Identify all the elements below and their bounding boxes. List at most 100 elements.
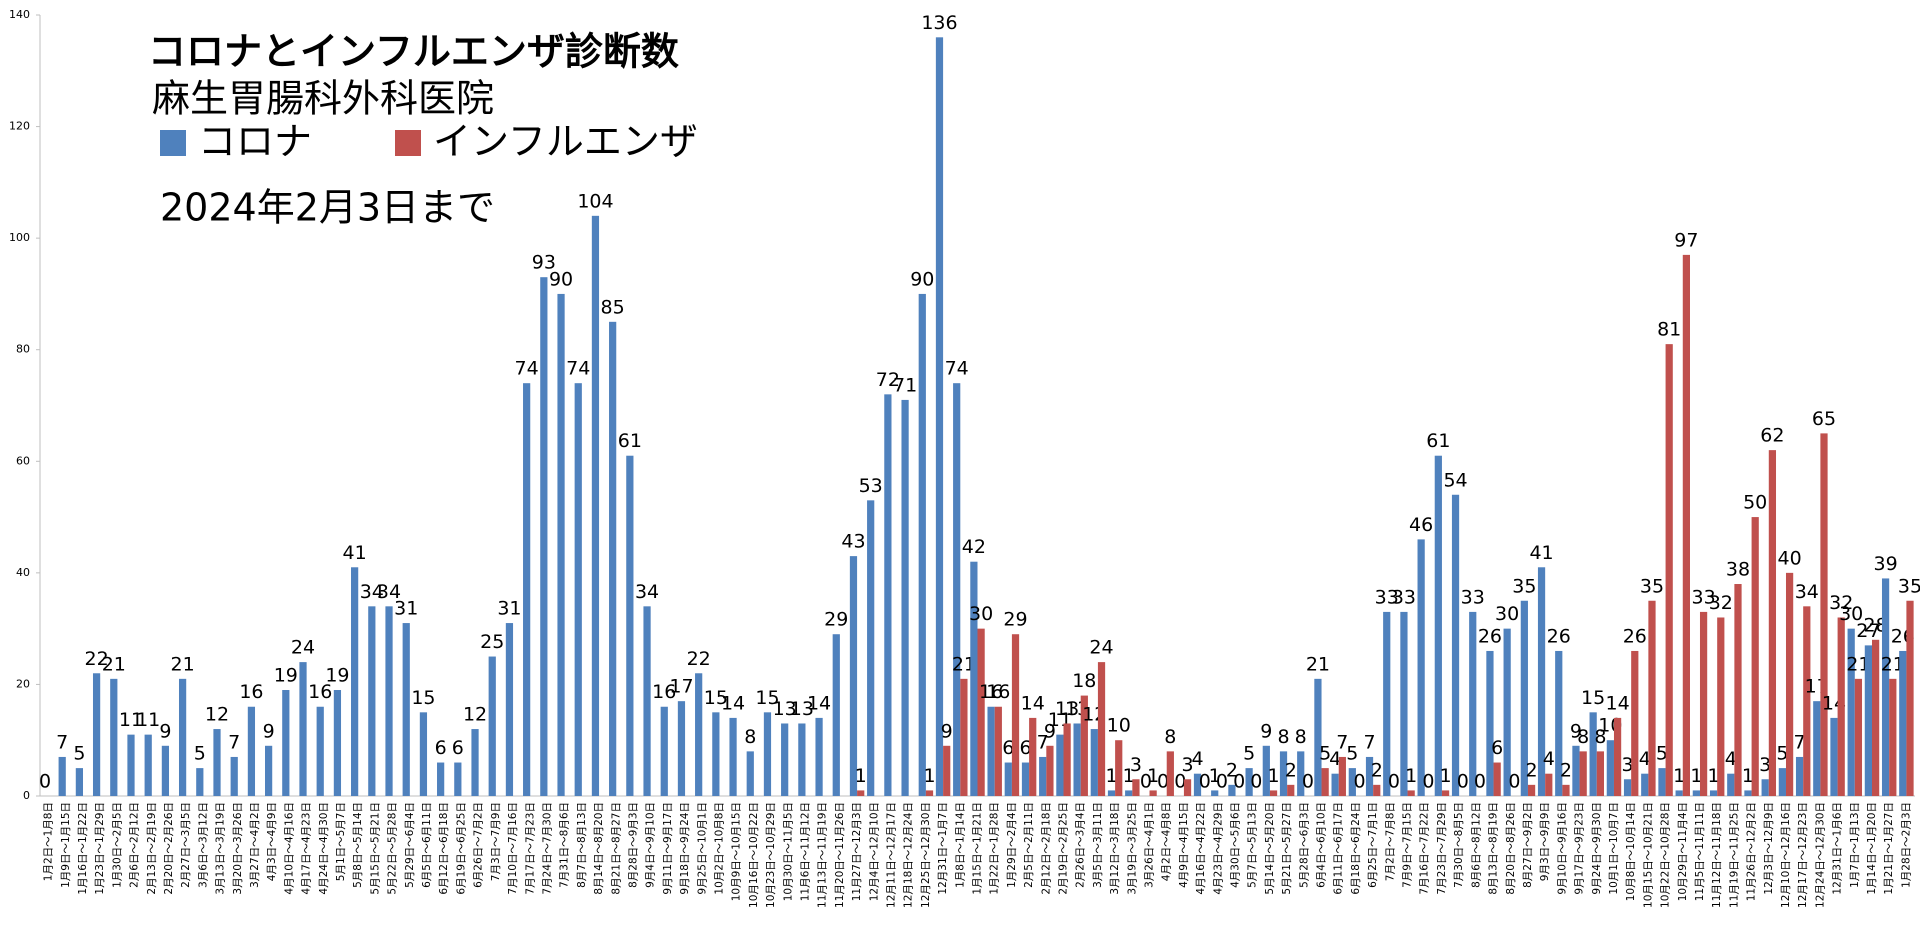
bar [977,628,985,796]
x-tick-label: 1月16日～1月22日 [77,802,89,895]
x-tick-label: 3月20日～3月26日 [232,802,244,895]
x-tick-label: 1月30日～2月5日 [111,802,123,888]
bar [540,277,548,796]
x-tick-label: 1月22日～1月28日 [989,802,1001,895]
value-label: 34 [635,581,659,603]
bar [1589,712,1597,796]
x-tick-label: 10月23日～10月29日 [765,802,777,908]
x-tick-label: 9月10日～9月16日 [1556,802,1568,895]
x-tick-label: 5月22日～5月28日 [387,802,399,895]
x-tick-label: 6月19日～6月25日 [455,802,467,895]
value-label: 14 [721,692,745,714]
value-label: 12 [463,704,487,726]
bar [1469,611,1477,796]
bar [660,706,668,796]
x-tick-label: 11月26日～12月2日 [1746,802,1758,901]
value-label: 4 [1543,748,1555,770]
bar [1545,773,1553,796]
x-tick-label: 12月24日～12月30日 [1814,802,1826,908]
value-label: 9 [263,720,275,742]
x-tick-label: 8月28日～9月3日 [627,802,639,888]
bar [1699,611,1708,796]
x-tick-label: 10月1日～10月7日 [1608,802,1620,895]
bar [943,745,951,796]
x-tick-label: 2月20日～2月26日 [163,802,175,895]
x-tick-label: 8月20日～8月26日 [1505,802,1517,895]
x-tick-label: 4月3日～4月9日 [266,802,278,881]
bar [609,321,617,796]
bar [75,768,84,796]
bar [1348,768,1356,796]
bar [798,723,806,796]
bar [1768,450,1777,796]
value-label: 50 [1743,492,1767,514]
x-tick-label: 12月11日～12月17日 [885,802,897,908]
value-label: 0 [1508,771,1520,793]
bar [712,712,720,796]
bar [196,768,204,796]
x-tick-label: 10月2日～10月8日 [713,802,725,895]
x-tick-label: 12月31日～1月7日 [937,802,949,895]
value-label: 6 [435,737,447,759]
bar [1486,650,1494,796]
x-tick-label: 11月12日～11月18日 [1711,802,1723,908]
bar [1527,784,1536,796]
value-label: 1 [1673,765,1685,787]
bar [1520,600,1528,796]
y-tick-label: 20 [16,677,30,690]
bar [1579,751,1587,796]
value-label: 22 [687,648,711,670]
x-tick-label: 1月15日～1月21日 [972,802,984,895]
x-tick-label: 2月12日～2月18日 [1040,802,1052,895]
bar [1080,695,1088,796]
bar [213,729,221,796]
x-tick-label: 6月18日～6月24日 [1350,802,1362,895]
x-tick-label: 7月2日～7月8日 [1384,802,1396,881]
value-label: 24 [291,637,315,659]
x-tick-label: 7月16日～7月22日 [1419,802,1431,895]
value-label: 72 [876,369,900,391]
bar [1107,790,1116,796]
x-tick-label: 9月18日～9月24日 [679,802,691,895]
x-tick-label: 4月17日～4月23日 [301,802,313,895]
bar [58,756,66,796]
value-label: 21 [171,653,195,675]
value-label: 4 [1191,748,1203,770]
bar [1820,433,1828,796]
bar [1871,639,1880,796]
x-tick-label: 4月16日～4月22日 [1195,802,1207,895]
bar [1046,745,1054,796]
value-label: 0 [1216,771,1228,793]
bar [333,690,342,796]
value-label: 16 [986,681,1010,703]
value-label: 21 [952,653,976,675]
bar [1407,790,1415,796]
value-label: 13 [773,698,797,720]
x-tick-label: 11月20日～11月26日 [834,802,846,908]
bar [1631,650,1639,796]
bar [299,662,307,796]
value-label: 2 [1226,759,1238,781]
bar [92,673,101,796]
value-label: 7 [1336,731,1348,753]
bar [1744,790,1752,796]
bar [1451,494,1460,796]
value-label: 28 [1864,614,1888,636]
bar [1837,617,1845,796]
x-tick-label: 2月13日～2月19日 [146,802,158,895]
bar [1854,678,1863,796]
chart-subtitle: 麻生胃腸科外科医院 [152,77,494,121]
bar [1734,584,1742,796]
x-tick-label: 3月13日～3月19日 [215,802,227,895]
bar [471,729,479,796]
x-tick-label: 1月29日～2月4日 [1006,802,1018,888]
value-label: 1 [1123,765,1135,787]
value-label: 25 [480,631,504,653]
value-label: 17 [669,676,693,698]
value-label: 4 [1329,748,1341,770]
value-label: 15 [411,687,435,709]
x-tick-label: 1月8日～1月14日 [954,802,966,888]
x-tick-label: 7月10日～7月16日 [507,802,519,895]
value-label: 27 [1856,620,1880,642]
